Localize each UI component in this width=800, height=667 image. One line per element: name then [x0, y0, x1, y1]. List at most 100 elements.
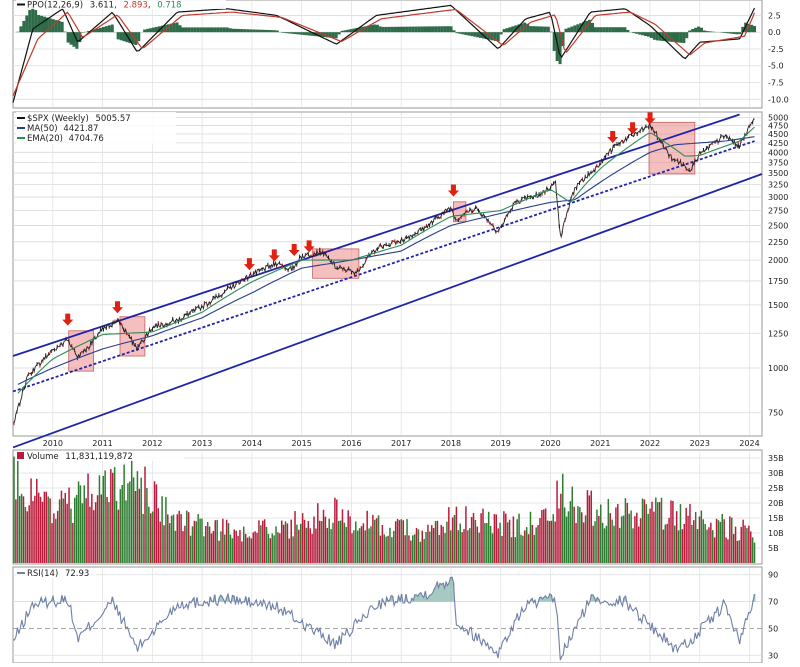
price-tick-label: 1000: [768, 364, 788, 373]
volume-bars: [13, 456, 756, 563]
ema-legend-text: EMA(20) 4704.76: [27, 134, 104, 144]
rsi-panel: 90 70 50 30 RSI(14) 72.93: [12, 566, 778, 664]
year-tick-label: 2024: [739, 439, 759, 448]
red-arrow-icon: [447, 184, 459, 197]
volume-tick-label: 15B: [768, 514, 784, 523]
rsi-legend-background: [16, 568, 96, 578]
rsi-axis: 90 70 50 30: [768, 571, 778, 661]
rsi-legend-text: RSI(14) 72.93: [27, 569, 89, 579]
ppo-legend-background: [16, 0, 226, 9]
volume-legend-swatch: [17, 452, 24, 459]
volume-legend-background: [16, 451, 184, 461]
year-tick-label: 2021: [590, 439, 610, 448]
year-tick-label: 2018: [441, 439, 461, 448]
price-plot-frame: [12, 111, 763, 437]
red-arrow-icon: [303, 240, 315, 253]
rsi-tick-label: 90: [768, 571, 778, 580]
rsi-value: 72.93: [65, 569, 89, 579]
volume-tick-label: 10B: [768, 529, 784, 538]
price-tick-label: 5000: [768, 114, 788, 123]
spx-price-line: [13, 118, 755, 424]
year-tick-label: 2022: [640, 439, 660, 448]
red-arrow-icon: [243, 258, 255, 271]
volume-label: Volume: [27, 452, 59, 462]
price-tick-label: 2500: [768, 221, 788, 230]
price-tick-label: 4250: [768, 139, 788, 148]
red-arrow-icon: [112, 301, 124, 314]
volume-panel: 35B 30B 25B 20B 15B 10B 5B Volume 11,831,119,8…: [12, 449, 784, 565]
price-legend-background: [16, 112, 176, 144]
price-tick-label: 2750: [768, 207, 788, 216]
rsi-tick-label: 30: [768, 651, 778, 660]
year-axis: 2010 2011 2012 2013 2014 2015 2016 2017 2018 2019…: [43, 439, 760, 448]
year-tick-label: 2011: [92, 439, 112, 448]
price-lines: [13, 118, 755, 426]
price-tick-label: 4000: [768, 148, 788, 157]
ppo-legend-text: PPO(12,26,9) 3.611, 2.893, 0.718: [27, 1, 182, 11]
highlight-box: [119, 316, 146, 357]
channel-lower-line: [12, 173, 763, 449]
ppo-label: PPO(12,26,9): [27, 1, 83, 11]
year-tick-label: 2013: [192, 439, 212, 448]
price-tick-label: 1250: [768, 329, 788, 338]
rsi-tick-label: 50: [768, 624, 778, 633]
year-tick-label: 2015: [291, 439, 311, 448]
top-arrows: [62, 112, 656, 326]
ppo-comma-1: ,: [114, 1, 117, 11]
ppo-panel: 2.5 0.0 -2.5 -5.0 -7.5 -10.0 PPO(12,26,9) 3.6…: [12, 0, 789, 109]
price-tick-label: 2250: [768, 238, 788, 247]
ppo-histogram-value: 0.718: [157, 1, 181, 11]
rsi-tick-label: 70: [768, 598, 778, 607]
volume-tick-label: 35B: [768, 454, 784, 463]
volume-tick-label: 5B: [768, 544, 779, 553]
red-arrow-icon: [627, 122, 639, 135]
highlight-box: [648, 121, 696, 175]
red-arrow-icon: [268, 249, 280, 262]
volume-tick-label: 25B: [768, 484, 784, 493]
red-arrow-icon: [62, 313, 74, 326]
price-tick-label: 3500: [768, 169, 788, 178]
highlight-box: [68, 330, 95, 372]
rsi-line: [12, 576, 756, 661]
year-tick-label: 2020: [540, 439, 560, 448]
red-arrow-icon: [644, 112, 656, 125]
ma-legend-text: MA(50) 4421.87: [27, 124, 98, 134]
ema-label: EMA(20): [27, 134, 63, 144]
price-tick-label: 3000: [768, 193, 788, 202]
ppo-tick-label: -7.5: [768, 79, 784, 88]
year-tick-label: 2019: [491, 439, 511, 448]
volume-legend-text: Volume 11,831,119,872: [27, 452, 133, 462]
spx-last-value: 5005.57: [95, 114, 130, 124]
ppo-tick-label: -10.0: [768, 95, 789, 104]
rsi-plot-frame: [12, 566, 763, 664]
ppo-tick-label: -5.0: [768, 62, 784, 71]
ppo-tick-label: -2.5: [768, 45, 784, 54]
year-tick-label: 2017: [391, 439, 411, 448]
price-tick-label: 2000: [768, 256, 788, 265]
price-tick-label: 750: [768, 409, 783, 418]
ema-value: 4704.76: [69, 134, 104, 144]
year-tick-label: 2014: [242, 439, 262, 448]
ppo-signal-value: 2.893: [123, 1, 147, 11]
volume-legend: Volume 11,831,119,872: [16, 451, 184, 462]
year-tick-label: 2016: [341, 439, 361, 448]
ma-value: 4421.87: [63, 124, 98, 134]
ppo-grid: [13, 1, 762, 107]
ma50-line: [17, 136, 755, 385]
ema20-line: [17, 126, 755, 394]
spx-label: $SPX (Weekly): [27, 114, 89, 124]
volume-axis: 35B 30B 25B 20B 15B 10B 5B: [768, 454, 784, 553]
year-tick-label: 2012: [142, 439, 162, 448]
spx-legend-text: $SPX (Weekly) 5005.57: [27, 114, 131, 124]
ppo-value: 3.611: [90, 1, 114, 11]
year-tick-label: 2023: [690, 439, 710, 448]
volume-tick-label: 30B: [768, 469, 784, 478]
ma-label: MA(50): [27, 124, 58, 134]
year-tick-label: 2010: [43, 439, 63, 448]
ppo-lines: [12, 4, 756, 103]
price-tick-label: 3750: [768, 158, 788, 167]
ppo-tick-label: 2.5: [768, 11, 781, 20]
